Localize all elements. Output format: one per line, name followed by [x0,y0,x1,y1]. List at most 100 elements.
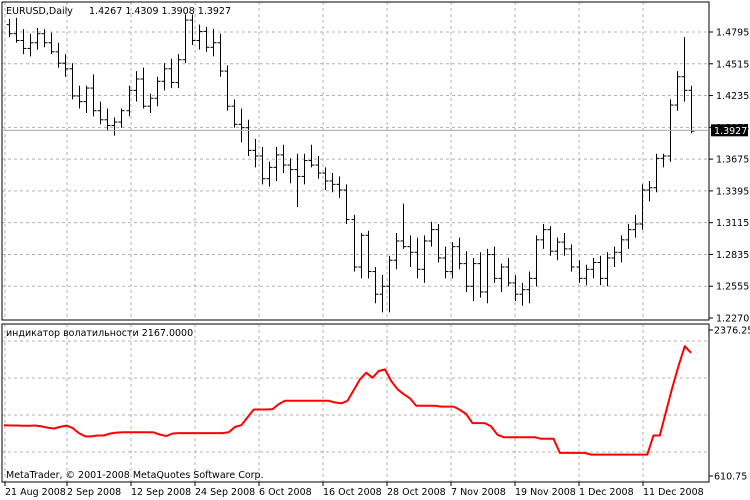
ohlc-bar [280,144,287,174]
ohlc-bar [379,274,386,313]
price-tick-label: 1.3395 [716,186,749,197]
indicator-tick-label: 610.75 [714,472,747,483]
time-tick-label: 7 Nov 2008 [451,487,506,498]
ohlc-bar [161,63,168,91]
indicator-pane[interactable]: 2376.25 610.75 индикатор волатильности 21… [1,323,750,483]
ohlc-bar [48,32,55,55]
ohlc-bar [442,246,449,279]
ohlc-bar [6,18,13,38]
ohlc-bar [294,153,301,207]
ohlc-bar [583,264,590,286]
ohlc-bar [597,255,604,286]
price-tick-label: 1.2270 [716,314,749,325]
time-tick-label: 11 Dec 2008 [643,487,704,498]
ohlc-bar [653,153,660,193]
price-grid [2,2,709,320]
ohlc-bar [76,85,83,109]
ohlc-bar [688,85,695,134]
current-price-marker [711,124,748,137]
ohlc-bar [231,99,238,128]
price-tick-label: 1.4795 [716,28,749,39]
ohlc-bar [343,184,350,224]
price-tick-label: 1.4235 [716,91,749,102]
ohlc-bar [287,158,294,184]
ohlc-bar [140,67,147,109]
ohlc-bar [498,263,505,292]
ohlc-bar [55,42,62,68]
ohlc-bar [203,26,210,52]
price-tick-label: 1.3675 [716,155,749,166]
ohlc-bar [126,85,133,117]
ohlc-bar [20,29,27,55]
ohlc-bar [533,235,540,287]
time-tick-label: 1 Dec 2008 [579,487,634,498]
ohlc-bar [322,167,329,191]
ohlc-bar [526,271,533,304]
ohlc-bar [456,237,463,270]
ohlc-bar [83,85,90,113]
ohlc-bar [62,54,69,77]
ohlc-bar [618,235,625,263]
ohlc-bar [133,71,140,102]
time-tick-label: 12 Sep 2008 [131,487,191,498]
ohlc-bar [372,267,379,304]
time-tick-label: 24 Sep 2008 [195,487,255,498]
ohlc-bar [561,233,568,256]
ohlc-bar [547,226,554,256]
price-pane[interactable]: 1.47951.45151.42351.39551.36751.33951.31… [1,1,749,325]
ohlc-bar [13,17,20,43]
ohlc-bar [407,235,414,268]
ohlc-bar [175,54,182,89]
ohlc-bar [182,14,189,64]
indicator-tick-label: 2376.25 [714,326,750,337]
ohlc-bar [351,214,358,272]
ohlc-bar [477,252,484,298]
price-tick-label: 1.2555 [716,282,749,293]
ohlc-bar [329,173,336,193]
ohlc-bar [519,282,526,306]
ohlc-bar [505,257,512,287]
price-tick-label: 1.4515 [716,59,749,70]
ohlc-bar [463,251,470,292]
ohlc-bar [210,29,217,57]
time-tick-label: 16 Oct 2008 [323,487,382,498]
ohlc-bar [111,117,118,136]
time-tick-label: 28 Oct 2008 [387,487,446,498]
ohlc-bar [238,108,245,143]
ohlc-bar [365,230,372,279]
ohlc-bar [154,76,161,107]
ohlc-bar [393,233,400,270]
ohlc-bar [512,274,519,302]
ohlc-bar [118,108,125,128]
ohlc-bar [217,33,224,77]
ohlc-bar [604,252,611,287]
ohlc-bar [273,146,280,181]
price-pane-frame [1,1,710,321]
ohlc-bar [252,139,259,168]
ohlc-bar [358,233,365,279]
ohlc-bar [245,119,252,157]
ohlc-bar [414,237,421,279]
ohlc-bar [400,203,407,249]
ohlc-bar [104,108,111,132]
ohlc-bar [421,235,428,283]
ohlc-bar [386,255,393,313]
time-axis: 21 Aug 2008 2 Sep 2008 12 Sep 2008 24 Sep 2… [4,482,704,498]
ohlc-bar [674,71,681,111]
time-tick-label: 2 Sep 2008 [67,487,121,498]
chart-symbol-title: EURUSD,Daily [6,6,73,17]
ohlc-bar [639,184,646,230]
ohlc-bar [196,24,203,50]
ohlc-bar [491,246,498,283]
ohlc-bar [308,144,315,168]
ohlc-bar [484,248,491,304]
ohlc-bar [435,223,442,263]
ohlc-bar [660,153,667,168]
indicator-pane-frame [1,323,710,483]
ohlc-bars [6,14,695,313]
ohlc-bar [224,65,231,111]
ohlc-bar [27,33,34,57]
ohlc-bar [97,101,104,125]
